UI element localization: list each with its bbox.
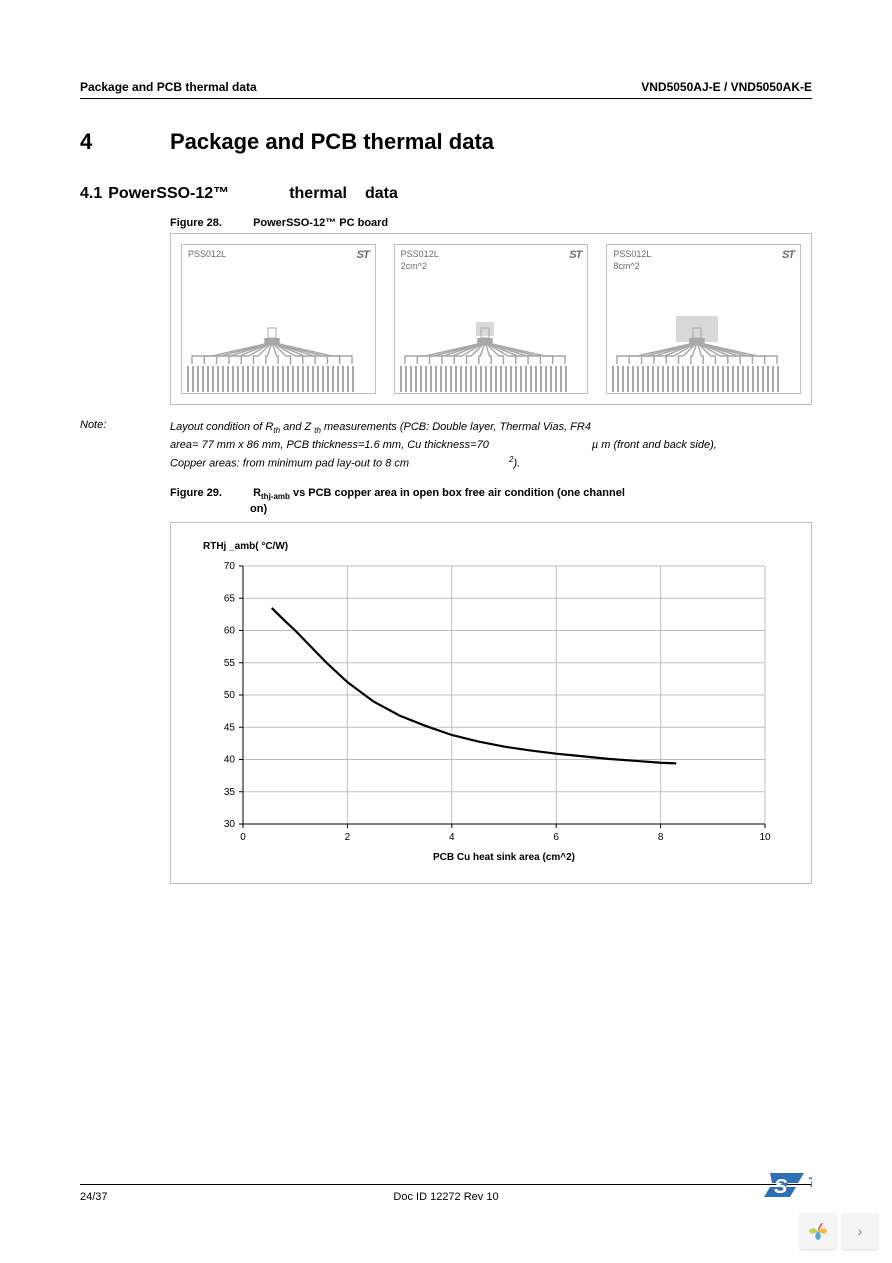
- svg-text:45: 45: [224, 722, 236, 733]
- board-label: PSS012L: [401, 249, 439, 259]
- svg-text:50: 50: [224, 690, 236, 701]
- figure29-title-c: on): [250, 503, 267, 515]
- section-title: Package and PCB thermal data: [170, 129, 494, 155]
- svg-text:40: 40: [224, 754, 236, 765]
- board-label: PSS012L: [613, 249, 651, 259]
- figure29-title-b: vs PCB copper area in open box free air …: [293, 487, 625, 499]
- svg-text:8: 8: [658, 832, 664, 843]
- header-left: Package and PCB thermal data: [80, 80, 257, 94]
- page: Package and PCB thermal data VND5050AJ-E…: [0, 0, 892, 1263]
- section-heading: 4 Package and PCB thermal data: [80, 129, 812, 155]
- thermal-chart: 30 35 40 45 50 55 60 65 70 0 2 4 6 8 10 PCB Cu heat sin…: [185, 558, 785, 868]
- pcb-illustration: [395, 298, 575, 393]
- pager-next-button[interactable]: ›: [842, 1213, 878, 1249]
- st-mark: ST: [357, 249, 369, 261]
- page-header: Package and PCB thermal data VND5050AJ-E…: [80, 80, 812, 99]
- svg-text:0: 0: [240, 832, 246, 843]
- svg-text:70: 70: [224, 561, 236, 572]
- st-mark: ST: [569, 249, 581, 261]
- subsection-title-b: thermal: [289, 185, 347, 203]
- chart-y-title: RTHj _amb( °C/W): [203, 541, 797, 552]
- note-block: Note: Layout condition of Rth and Z th m…: [80, 419, 812, 472]
- pager-logo-button[interactable]: [800, 1213, 836, 1249]
- pager-controls: ›: [800, 1213, 878, 1249]
- board-label: PSS012L: [188, 249, 226, 259]
- pcb-board: PSS012L 2cm^2 ST: [394, 244, 589, 394]
- subsection-title-a: PowerSSO-12™: [108, 185, 229, 203]
- pcb-board: PSS012L ST: [181, 244, 376, 394]
- subsection-title-c: data: [365, 185, 398, 203]
- svg-text:10: 10: [759, 832, 771, 843]
- figure29-chart-container: RTHj _amb( °C/W) 30 35 40 45 50 55 60 65 70 0 2 4 6 8…: [170, 522, 812, 884]
- figure28-boards: PSS012L ST PSS012L 2cm^2 ST PSS012L 8cm^2 ST: [170, 233, 812, 405]
- figure28-caption: Figure 28. PowerSSO-12™ PC board: [170, 217, 812, 229]
- svg-text:30: 30: [224, 819, 236, 830]
- figure29-caption: Figure 29. Rthj-amb vs PCB copper area i…: [170, 486, 812, 518]
- board-area: 2cm^2: [401, 261, 427, 271]
- st-mark: ST: [782, 249, 794, 261]
- svg-text:35: 35: [224, 786, 236, 797]
- pcb-illustration: [182, 298, 362, 393]
- svg-text:T: T: [808, 1174, 812, 1190]
- figure29-number: Figure 29.: [170, 486, 250, 501]
- note-text: Layout condition of Rth and Z th measure…: [170, 419, 812, 472]
- figure28-number: Figure 28.: [170, 217, 250, 229]
- chevron-right-icon: ›: [858, 1223, 863, 1239]
- figure28-title: PowerSSO-12™ PC board: [253, 217, 388, 229]
- st-logo: S T: [764, 1169, 812, 1208]
- section-number: 4: [80, 129, 170, 155]
- svg-text:2: 2: [345, 832, 351, 843]
- page-footer: 24/37 Doc ID 12272 Rev 10: [80, 1184, 812, 1203]
- header-right: VND5050AJ-E / VND5050AK-E: [641, 80, 812, 94]
- svg-text:55: 55: [224, 657, 236, 668]
- note-label: Note:: [80, 419, 170, 472]
- svg-text:6: 6: [553, 832, 559, 843]
- footer-doc-id: Doc ID 12272 Rev 10: [80, 1191, 812, 1203]
- subsection-heading: 4.1 PowerSSO-12™ thermal data: [80, 185, 812, 203]
- figure29-title-a: R: [253, 487, 261, 499]
- svg-text:4: 4: [449, 832, 455, 843]
- figure29-title-sub: thj-amb: [261, 492, 290, 501]
- svg-text:PCB Cu heat sink area (cm^2): PCB Cu heat sink area (cm^2): [433, 852, 575, 863]
- pcb-board: PSS012L 8cm^2 ST: [606, 244, 801, 394]
- subsection-number: 4.1: [80, 185, 102, 203]
- board-area: 8cm^2: [613, 261, 639, 271]
- svg-text:65: 65: [224, 593, 236, 604]
- svg-text:60: 60: [224, 625, 236, 636]
- pcb-illustration: [607, 298, 787, 393]
